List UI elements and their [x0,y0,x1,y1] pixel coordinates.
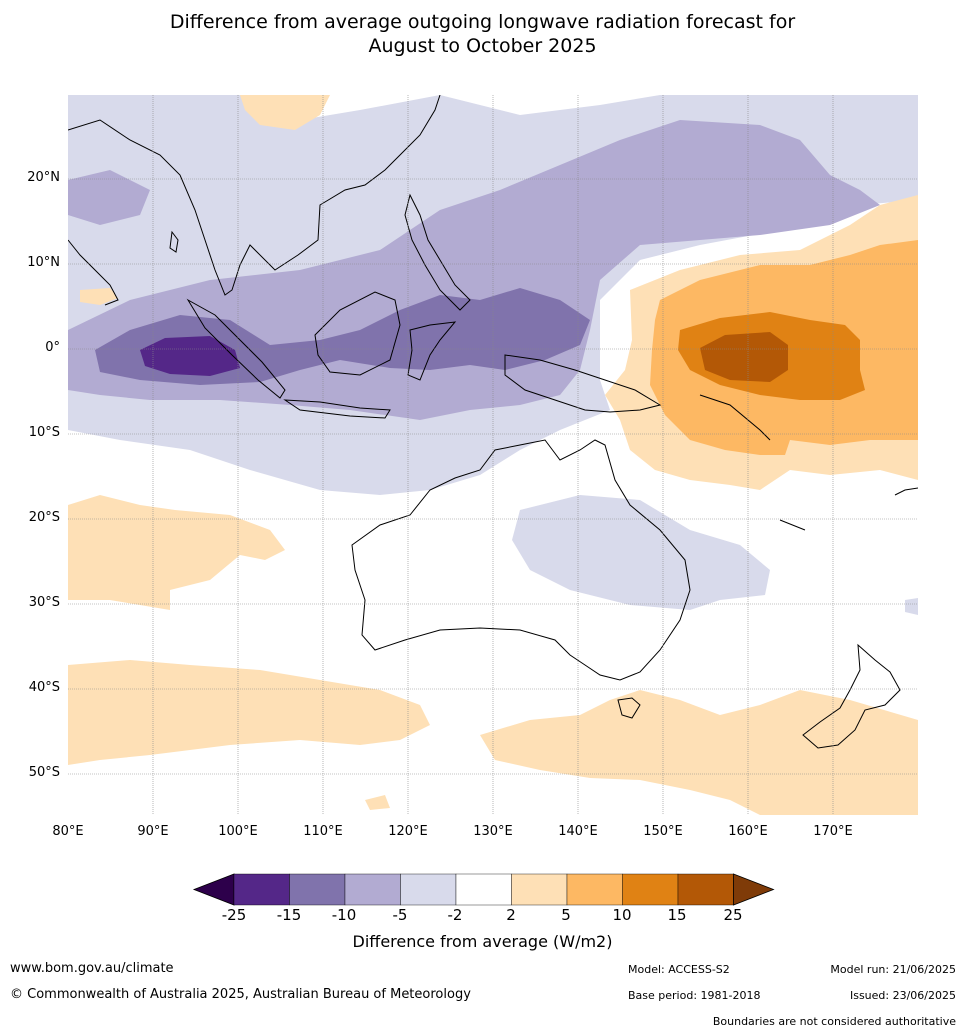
website-link[interactable]: www.bom.gov.au/climate [10,961,174,976]
coastline-sulawesi [407,321,457,381]
lon-label-90e: 90°E [137,824,169,839]
title-line-1: Difference from average outgoing longwav… [169,11,796,33]
lat-label-equator: 0° [45,340,60,355]
colorbar-swatch [511,873,568,906]
lat-label-40s: 40°S [28,680,60,695]
lon-label-130e: 130°E [473,824,513,839]
colorbar-tick: 5 [561,906,571,924]
colorbar-swatch [289,873,346,906]
coastline-java [283,399,391,419]
colorbar-tick: -5 [392,906,408,924]
anomaly-light-purple-east [905,598,918,615]
lon-label-80e: 80°E [52,824,84,839]
lat-label-50s: 50°S [28,765,60,780]
lon-label-110e: 110°E [303,824,343,839]
issued-text: Issued: 23/06/2025 [849,989,956,1002]
lat-label-20n: 20°N [27,170,60,185]
lon-label-170e: 170°E [813,824,853,839]
colorbar-tick: 15 [667,906,687,924]
model-run-text: Model run: 21/06/2025 [830,963,956,976]
colorbar-arrow-low [192,873,235,906]
coastline-new-zealand [802,643,901,749]
colorbar-tick: -2 [447,906,463,924]
colorbar-tick: 25 [723,906,743,924]
colorbar-tick: -15 [276,906,302,924]
colorbar-swatch [233,873,290,906]
coastlines [68,95,918,749]
anomaly-deep-purple-core [140,336,240,376]
coastline-india [68,239,119,306]
lat-label-10n: 10°N [27,255,60,270]
colorbar-label: Difference from average (W/m2) [352,932,613,951]
title-line-2: August to October 2025 [368,35,597,57]
lon-label-140e: 140°E [558,824,598,839]
coastline-pacific-islands [699,394,918,531]
coastline-new-guinea [504,354,662,413]
anomaly-light-orange-west [68,495,285,610]
lon-label-100e: 100°E [218,824,258,839]
colorbar-swatch [455,873,512,906]
coastline-tasmania [617,697,641,719]
coastline-borneo [314,291,401,376]
lon-label-120e: 120°E [388,824,428,839]
colorbar-swatch [622,873,679,906]
colorbar-swatch [677,873,734,906]
colorbar-tick: 10 [612,906,632,924]
lat-label-30s: 30°S [28,595,60,610]
colorbar [192,873,775,906]
colorbar-arrow-high [733,873,775,906]
disclaimer-text: Boundaries are not considered authoritat… [712,1015,956,1028]
coastline-sumatra [186,298,286,399]
anomaly-light-purple-australia [512,495,770,610]
map-title: Difference from average outgoing longwav… [0,10,965,58]
lon-label-160e: 160°E [728,824,768,839]
colorbar-tick: -25 [221,906,247,924]
coastline-sri-lanka [169,230,179,253]
copyright-text: © Commonwealth of Australia 2025, Austra… [10,987,471,1002]
coastline-australia [351,439,691,681]
colorbar-swatch [566,873,623,906]
anomaly-brown-core [700,332,788,382]
lat-label-20s: 20°S [28,510,60,525]
colorbar-tick: -10 [331,906,357,924]
base-period-text: Base period: 1981-2018 [628,989,761,1002]
coastline-asia-mainland [68,95,441,296]
coastline-philippines [404,193,471,311]
colorbar-swatch [344,873,401,906]
lat-label-10s: 10°S [28,425,60,440]
model-text: Model: ACCESS-S2 [628,963,730,976]
graticule [68,95,918,815]
colorbar-swatch [400,873,457,906]
lon-label-150e: 150°E [643,824,683,839]
colorbar-tick: 2 [506,906,516,924]
